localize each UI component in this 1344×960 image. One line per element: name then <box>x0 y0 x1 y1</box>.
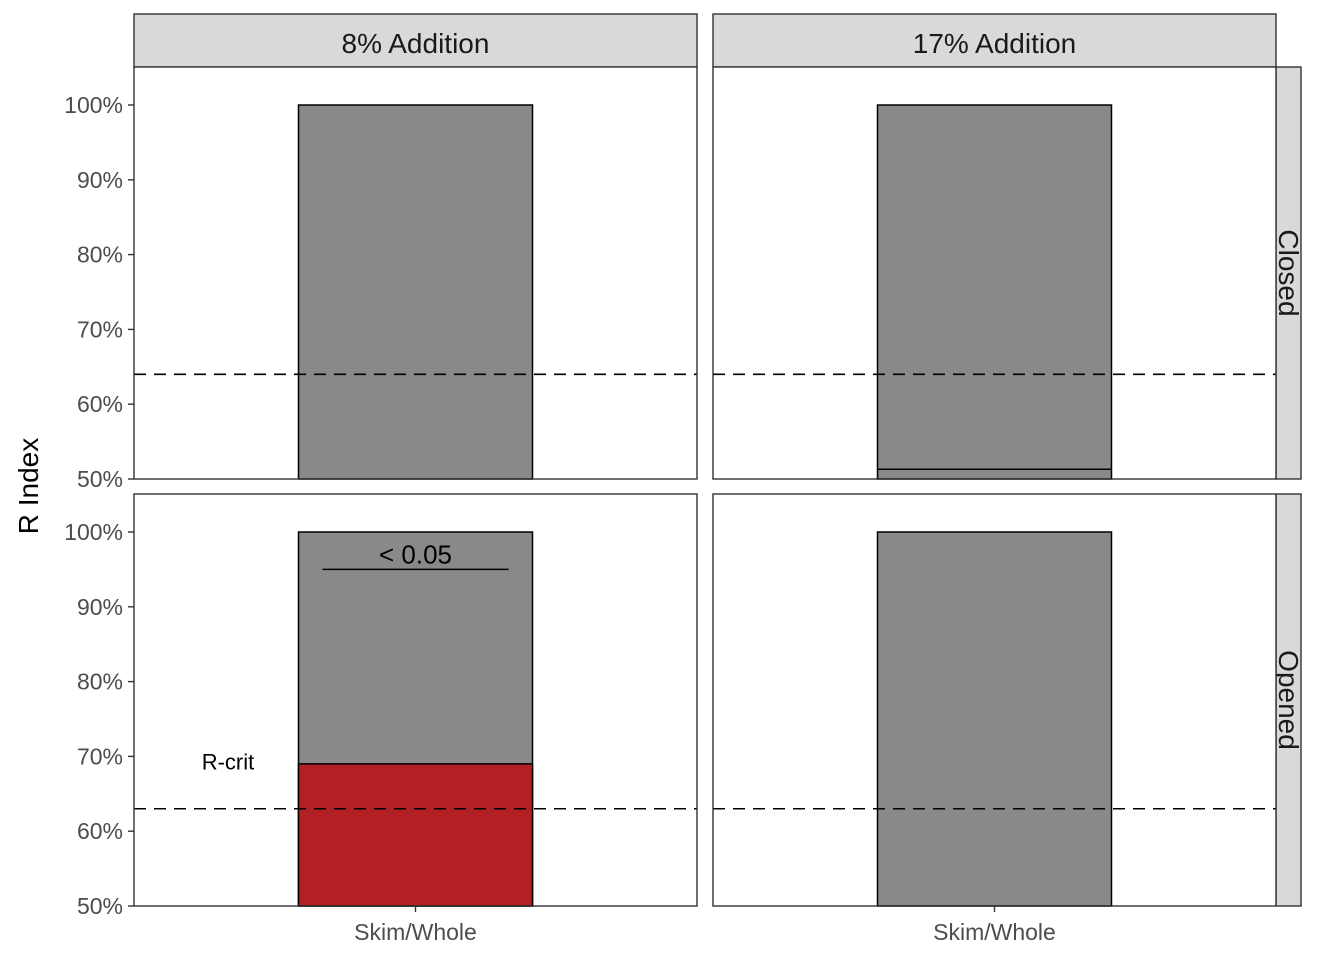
y-tick-label: 60% <box>77 818 123 844</box>
x-tick-label: Skim/Whole <box>354 919 477 945</box>
bar-segment-8-addition-opened <box>297 763 534 907</box>
row-strip-closed <box>1275 66 1302 480</box>
y-tick-label: 80% <box>77 242 123 268</box>
y-tick-label: 90% <box>77 167 123 193</box>
y-tick-label: 60% <box>77 391 123 417</box>
panel-border-17-addition-closed <box>712 66 1277 480</box>
bar-8-addition-closed <box>297 104 534 480</box>
y-tick-label: 100% <box>64 92 123 118</box>
row-label-opened: Opened <box>1273 650 1304 750</box>
column-strip-8-addition <box>133 13 698 68</box>
row-strip-opened <box>1275 493 1302 907</box>
column-label-17-addition: 17% Addition <box>913 28 1076 59</box>
y-axis-title: R Index <box>13 438 44 535</box>
bar-17-addition-opened <box>876 531 1113 907</box>
y-tick-label: 50% <box>77 466 123 492</box>
row-label-closed: Closed <box>1273 229 1304 316</box>
x-tick-label: Skim/Whole <box>933 919 1056 945</box>
y-tick-label: 70% <box>77 743 123 769</box>
y-tick-label: 100% <box>64 519 123 545</box>
bar-17-addition-closed <box>876 104 1113 480</box>
significance-label-8-addition-opened: < 0.05 <box>379 539 452 569</box>
y-tick-label: 90% <box>77 594 123 620</box>
column-strip-17-addition <box>712 13 1277 68</box>
rcrit-label-8-addition-opened: R-crit <box>202 750 255 775</box>
y-tick-label: 50% <box>77 893 123 919</box>
panel-border-8-addition-closed <box>133 66 698 480</box>
y-tick-label: 70% <box>77 316 123 342</box>
column-label-8-addition: 8% Addition <box>342 28 490 59</box>
y-tick-label: 80% <box>77 669 123 695</box>
